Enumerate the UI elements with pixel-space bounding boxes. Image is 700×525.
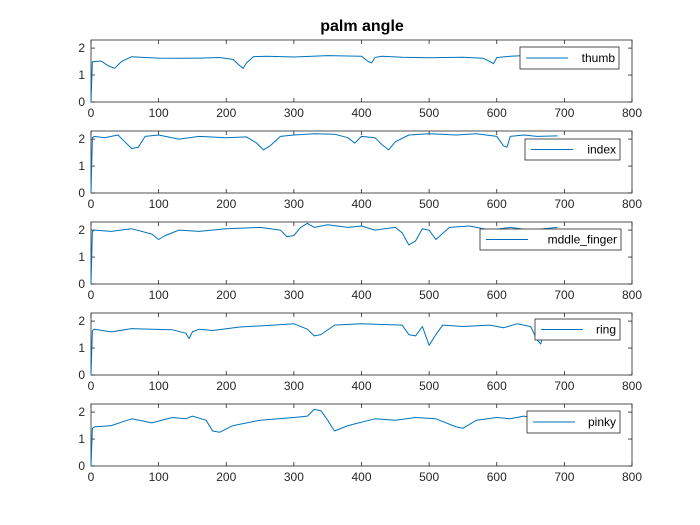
x-tick-label: 300	[284, 379, 304, 393]
x-tick-label: 600	[487, 106, 507, 120]
x-tick-label: 200	[216, 470, 236, 484]
subplot-index: 0 100 200 300 400 500 600 700 800 0 1 2 index	[78, 130, 642, 211]
x-tick-label: 100	[149, 197, 169, 211]
y-tick-label: 1	[78, 250, 85, 264]
x-tick-label: 800	[622, 288, 642, 302]
x-tick-label: 200	[216, 288, 236, 302]
legend-label: thumb	[582, 51, 616, 65]
x-tick-label: 300	[284, 288, 304, 302]
x-tick-label: 700	[554, 288, 574, 302]
legend-pinky: pinky	[526, 410, 621, 434]
x-tick-label: 400	[351, 106, 371, 120]
legend-ring: ring	[534, 318, 621, 341]
y-tick-label: 0	[78, 368, 85, 382]
x-tick-label: 800	[622, 106, 642, 120]
y-tick-label: 1	[78, 432, 85, 446]
x-tick-label: 400	[351, 288, 371, 302]
x-tick-label: 700	[554, 106, 574, 120]
x-tick-label: 800	[622, 470, 642, 484]
x-tick-label: 100	[149, 470, 169, 484]
y-tick-label: 1	[78, 68, 85, 82]
legend-label: ring	[596, 323, 616, 337]
series-line-index	[90, 133, 558, 194]
legend-index: index	[524, 138, 621, 161]
subplot-pinky: 0 100 200 300 400 500 600 700 800 0 1 2 pinky	[78, 403, 642, 484]
x-tick-label: 800	[622, 379, 642, 393]
y-tick-label: 1	[78, 341, 85, 355]
x-tick-label: 100	[149, 379, 169, 393]
y-tick-label: 2	[78, 132, 85, 146]
subplot-thumb: 0 100 200 300 400 500 600 700 800 0 1 2 thumb	[78, 39, 642, 120]
x-tick-label: 100	[149, 288, 169, 302]
figure-title: palm angle	[320, 18, 404, 35]
x-tick-label: 100	[149, 106, 169, 120]
x-tick-label: 500	[419, 197, 439, 211]
subplot-mddle_finger: 0 100 200 300 400 500 600 700 800 0 1 2 mddle_finger	[78, 221, 642, 302]
y-tick-label: 2	[78, 314, 85, 328]
x-tick-label: 600	[487, 470, 507, 484]
y-tick-label: 2	[78, 41, 85, 55]
legend-mddle_finger: mddle_finger	[479, 228, 622, 251]
x-tick-label: 0	[88, 470, 95, 484]
subplot-ring: 0 100 200 300 400 500 600 700 800 0 1 2 ring	[78, 312, 642, 393]
legend-label: pinky	[588, 415, 616, 429]
y-tick-label: 0	[78, 186, 85, 200]
y-tick-label: 1	[78, 159, 85, 173]
x-tick-label: 500	[419, 470, 439, 484]
x-tick-label: 200	[216, 106, 236, 120]
x-tick-label: 0	[88, 288, 95, 302]
legend-thumb: thumb	[519, 46, 620, 70]
x-tick-label: 0	[88, 379, 95, 393]
x-tick-label: 700	[554, 470, 574, 484]
x-tick-label: 500	[419, 106, 439, 120]
x-tick-label: 600	[487, 379, 507, 393]
x-tick-label: 600	[487, 197, 507, 211]
x-tick-label: 0	[88, 106, 95, 120]
legend-label: index	[587, 143, 616, 157]
x-tick-label: 400	[351, 197, 371, 211]
y-tick-label: 0	[78, 459, 85, 473]
x-tick-label: 800	[622, 197, 642, 211]
x-tick-label: 0	[88, 197, 95, 211]
y-tick-label: 2	[78, 223, 85, 237]
x-tick-label: 300	[284, 197, 304, 211]
x-tick-label: 700	[554, 197, 574, 211]
series-line-mddle_finger	[90, 222, 558, 285]
series-line-ring	[90, 323, 558, 376]
x-tick-label: 700	[554, 379, 574, 393]
x-tick-label: 200	[216, 379, 236, 393]
x-tick-label: 600	[487, 288, 507, 302]
y-tick-label: 0	[78, 277, 85, 291]
x-tick-label: 200	[216, 197, 236, 211]
x-tick-label: 300	[284, 106, 304, 120]
x-tick-label: 300	[284, 470, 304, 484]
legend-box	[479, 228, 622, 251]
series-line-thumb	[90, 55, 558, 103]
x-tick-label: 400	[351, 470, 371, 484]
x-tick-label: 500	[419, 288, 439, 302]
series-line-pinky	[90, 408, 558, 467]
y-tick-label: 0	[78, 95, 85, 109]
legend-label: mddle_finger	[548, 233, 617, 247]
x-tick-label: 500	[419, 379, 439, 393]
x-tick-label: 400	[351, 379, 371, 393]
legend-box	[519, 46, 620, 70]
y-tick-label: 2	[78, 405, 85, 419]
